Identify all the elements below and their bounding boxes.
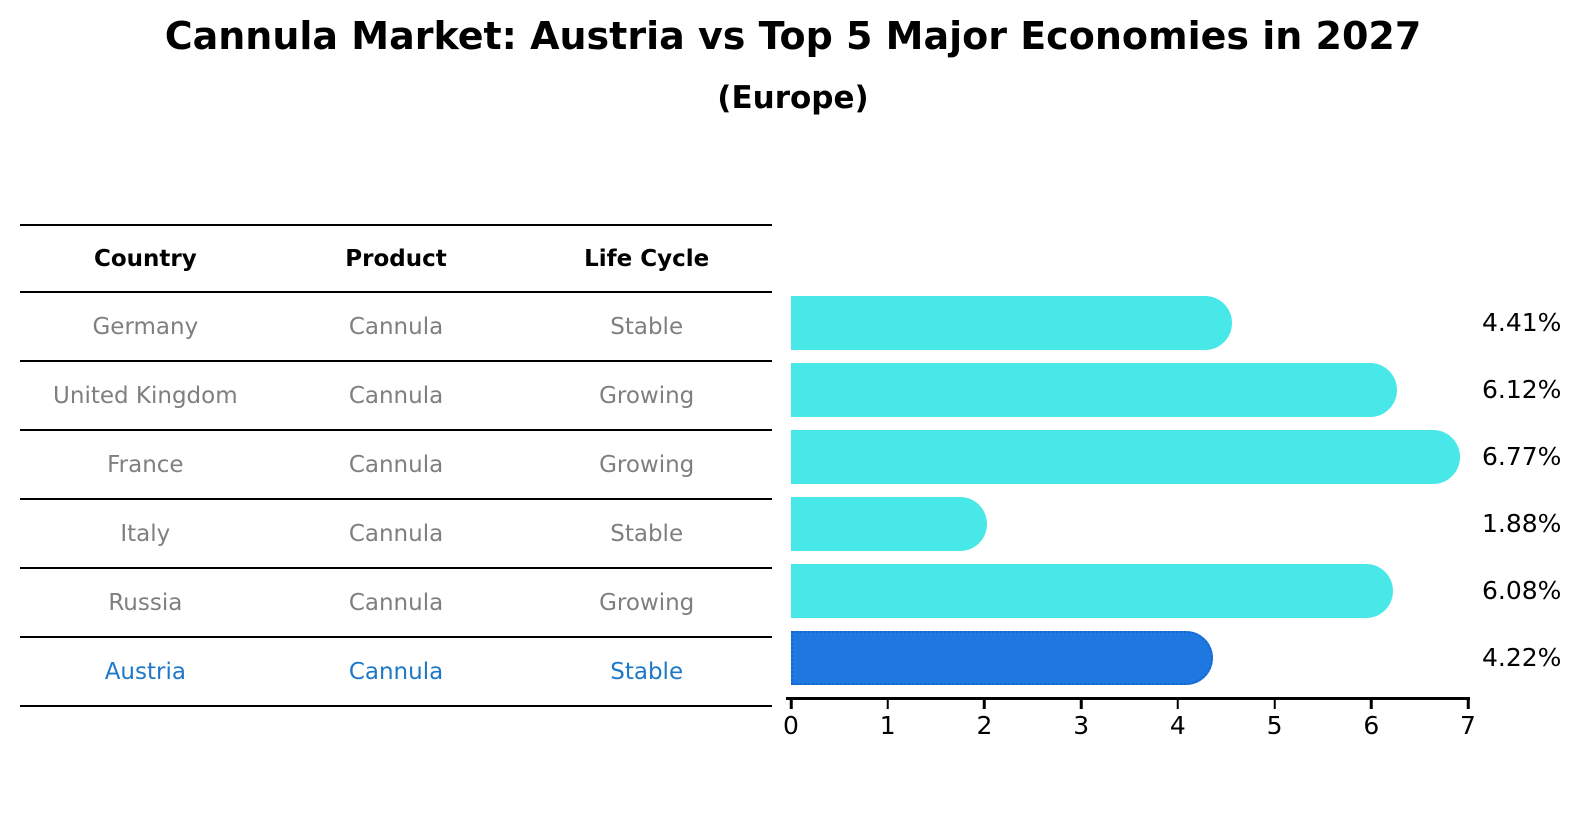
x-axis-tick-label: 1: [879, 711, 896, 740]
bar-row: [791, 289, 1468, 356]
cell-country: Russia: [108, 589, 183, 616]
bar-united-kingdom: [791, 362, 1397, 417]
chart-subtitle: (Europe): [717, 80, 869, 116]
cell-lifecycle: Stable: [610, 313, 684, 340]
cell-product: Cannula: [348, 658, 444, 685]
country-table: Country Product Life Cycle Germany Cannu…: [20, 224, 772, 707]
table-header-lifecycle: Life Cycle: [584, 245, 710, 272]
bar-italy: [791, 496, 987, 551]
cell-country: United Kingdom: [53, 382, 238, 409]
cell-lifecycle: Growing: [599, 382, 695, 409]
cell-lifecycle: Stable: [610, 520, 684, 547]
value-label-austria: 4.22%: [1482, 643, 1562, 672]
cell-country: Germany: [92, 313, 199, 340]
bar-austria-highlighted: [791, 630, 1214, 685]
cell-product: Cannula: [348, 313, 444, 340]
x-axis-tick: [1466, 699, 1470, 709]
table-header-row: Country Product Life Cycle: [20, 224, 772, 293]
x-axis-tick-label: 2: [976, 711, 993, 740]
cell-lifecycle: Growing: [599, 589, 695, 616]
value-label-germany: 4.41%: [1482, 308, 1562, 337]
chart-title: Cannula Market: Austria vs Top 5 Major E…: [164, 14, 1422, 58]
bar-row: [791, 624, 1468, 691]
bar-france: [791, 429, 1460, 484]
x-axis-tick: [1273, 699, 1276, 709]
table-header-country: Country: [93, 245, 197, 272]
cell-product: Cannula: [348, 520, 444, 547]
table-row-russia: Russia Cannula Growing: [20, 569, 772, 638]
x-axis-tick: [886, 699, 889, 709]
value-label-italy: 1.88%: [1482, 509, 1562, 538]
bar-plot-area: [791, 289, 1468, 691]
cell-lifecycle: Growing: [599, 451, 695, 478]
x-axis-tick: [983, 699, 986, 709]
x-axis-tick-label: 5: [1266, 711, 1283, 740]
x-axis-tick-label: 7: [1460, 711, 1476, 740]
cell-country: Austria: [104, 658, 186, 685]
value-labels: 4.41% 6.12% 6.77% 1.88% 6.08% 4.22%: [1482, 289, 1582, 691]
x-axis-tick: [789, 699, 793, 709]
table-row-germany: Germany Cannula Stable: [20, 293, 772, 362]
x-axis-line: [786, 697, 1470, 700]
x-axis-tick-label: 4: [1169, 711, 1186, 740]
x-axis-tick: [1370, 699, 1373, 709]
value-label-russia: 6.08%: [1482, 576, 1562, 605]
table-row-united-kingdom: United Kingdom Cannula Growing: [20, 362, 772, 431]
cell-product: Cannula: [348, 451, 444, 478]
bar-row: [791, 557, 1468, 624]
cell-country: Italy: [120, 520, 171, 547]
cell-lifecycle: Stable: [610, 658, 684, 685]
value-label-united-kingdom: 6.12%: [1482, 375, 1562, 404]
bar-row: [791, 490, 1468, 557]
table-row-italy: Italy Cannula Stable: [20, 500, 772, 569]
bar-germany: [791, 295, 1232, 350]
bar-row: [791, 356, 1468, 423]
x-axis-tick: [1176, 699, 1180, 709]
cell-country: France: [107, 451, 184, 478]
table-header-product: Product: [345, 245, 447, 272]
bar-row: [791, 423, 1468, 490]
x-axis-tick-label: 0: [783, 711, 799, 740]
value-label-france: 6.77%: [1482, 442, 1562, 471]
cell-product: Cannula: [348, 382, 444, 409]
x-axis-tick-label: 3: [1073, 711, 1090, 740]
x-axis: 0 1 2 3 4 5 6 7: [783, 697, 1476, 747]
table-row-france: France Cannula Growing: [20, 431, 772, 500]
bar-russia: [791, 563, 1394, 618]
x-axis-tick-label: 6: [1363, 711, 1380, 740]
table-row-austria: Austria Cannula Stable: [20, 638, 772, 707]
x-axis-tick: [1079, 699, 1083, 709]
cell-product: Cannula: [348, 589, 444, 616]
